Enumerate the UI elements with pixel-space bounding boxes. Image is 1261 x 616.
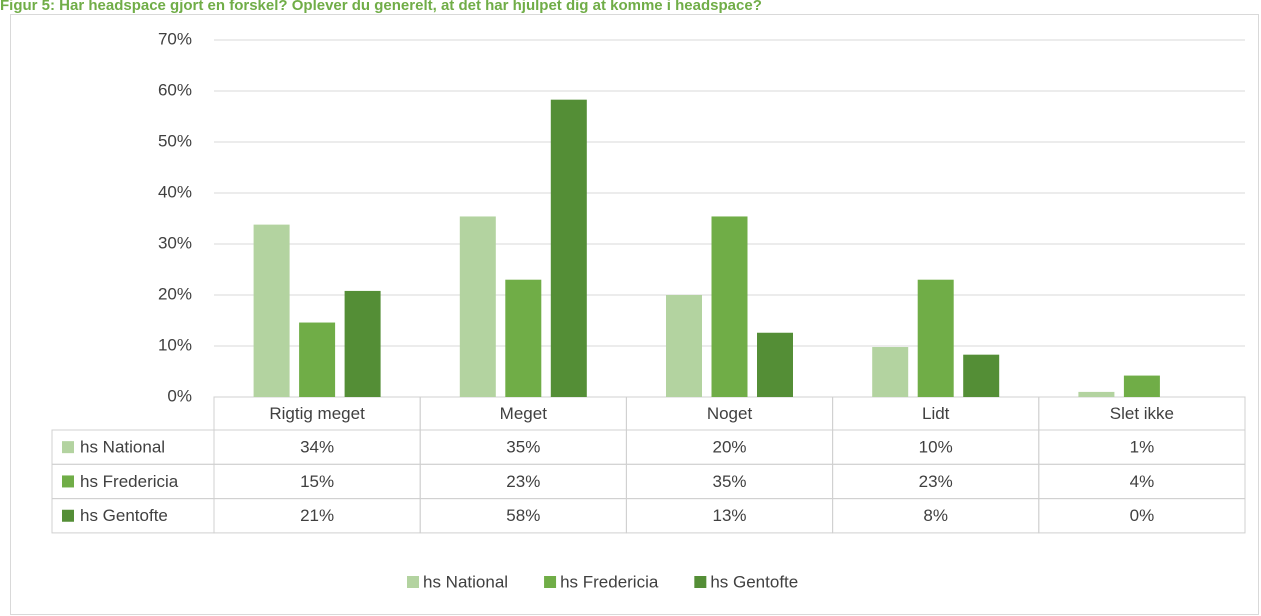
bar (459, 216, 496, 397)
x-tick-label: Noget (707, 404, 753, 423)
table-row-label: hs Gentofte (80, 506, 168, 525)
table-legend-marker (62, 441, 74, 454)
y-tick-label: 60% (158, 80, 192, 99)
y-tick-label: 70% (158, 29, 192, 48)
table-value: 23% (506, 472, 540, 491)
y-tick-label: 20% (158, 284, 192, 303)
y-tick-label: 10% (158, 335, 192, 354)
bar (711, 216, 748, 397)
bar (666, 295, 702, 397)
table-row-label: hs National (80, 438, 165, 457)
table-value: 8% (923, 506, 948, 525)
bar (917, 279, 954, 397)
table-legend-marker (62, 475, 74, 488)
table-cell (1038, 498, 1246, 534)
table-value: 35% (712, 472, 746, 491)
table-value: 15% (300, 472, 334, 491)
table-legend-marker (62, 509, 74, 522)
legend-label: hs Fredericia (560, 572, 659, 591)
table-value: 4% (1130, 472, 1155, 491)
x-tick-label: Meget (500, 404, 548, 423)
chart-frame (10, 14, 1259, 615)
table-value: 0% (1130, 506, 1155, 525)
table-value: 58% (506, 506, 540, 525)
x-tick-label: Slet ikke (1110, 404, 1174, 423)
table-value: 20% (712, 438, 746, 457)
x-tick-label: Rigtig meget (269, 404, 365, 423)
y-tick-label: 30% (158, 233, 192, 252)
table-value: 23% (919, 472, 953, 491)
table-value: 1% (1130, 438, 1155, 457)
table-value: 21% (300, 506, 334, 525)
chart-title: Figur 5: Har headspace gjort en forskel?… (0, 0, 762, 14)
legend-marker (407, 576, 419, 588)
table-value: 34% (300, 438, 334, 457)
bar (963, 354, 1000, 397)
legend-label: hs Gentofte (710, 572, 798, 591)
bar (1123, 375, 1160, 397)
y-tick-label: 40% (158, 182, 192, 201)
table-row-label: hs Fredericia (80, 472, 179, 491)
bar (253, 224, 290, 397)
y-tick-label: 0% (167, 386, 192, 405)
table-value: 13% (712, 506, 746, 525)
legend-marker (694, 576, 707, 588)
legend-label: hs National (423, 572, 508, 591)
bar (505, 279, 542, 397)
legend-marker (544, 576, 557, 588)
bar (872, 347, 909, 397)
bar (757, 332, 793, 397)
y-tick-label: 50% (158, 131, 192, 150)
table-value: 10% (919, 438, 953, 457)
bar (550, 99, 587, 398)
bar (344, 290, 381, 397)
x-tick-label: Lidt (922, 404, 950, 423)
table-value: 35% (506, 438, 540, 457)
bar (1078, 391, 1115, 397)
bar (299, 322, 336, 397)
